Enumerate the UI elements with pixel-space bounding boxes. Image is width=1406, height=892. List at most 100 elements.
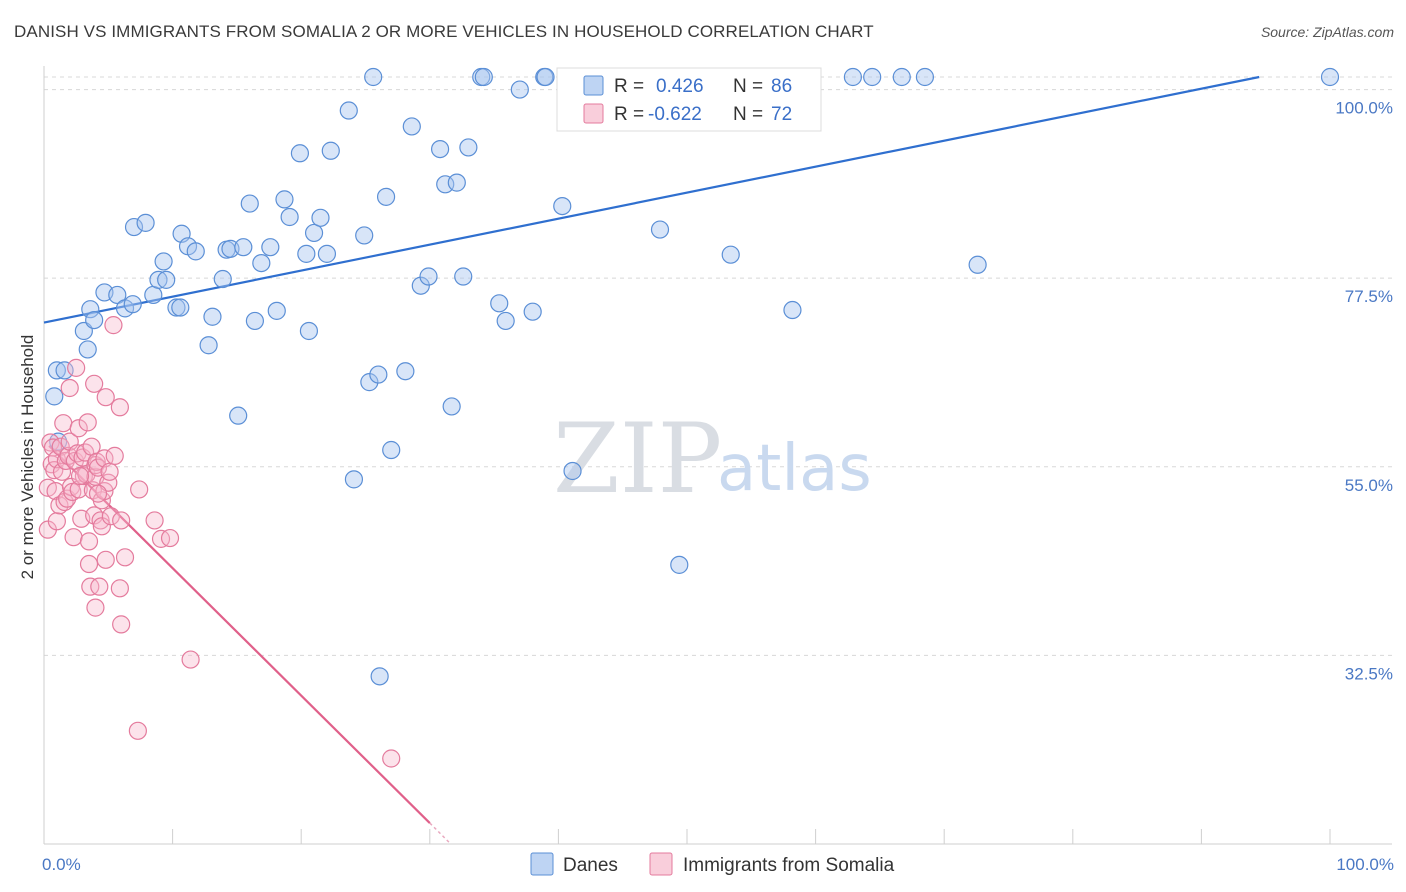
danes-point-41: [311, 208, 330, 227]
danes-point-1: [47, 361, 66, 380]
somalia-point-46: [91, 511, 110, 530]
somalia-point-21: [64, 528, 83, 547]
somalia-point-57: [105, 446, 124, 465]
danes-point-81: [915, 67, 935, 87]
somalia-trend-extension: [429, 822, 450, 843]
axes: [43, 66, 1392, 845]
danes-point-29: [234, 238, 253, 257]
somalia-point-11: [52, 462, 72, 481]
data-points: [38, 67, 1340, 768]
somalia-point-71: [70, 466, 90, 486]
danes-point-58: [442, 397, 461, 416]
x-tick-min: 0.0%: [42, 855, 81, 874]
danes-point-64: [490, 294, 509, 313]
danes-point-9: [108, 285, 127, 305]
danes-point-28: [229, 406, 248, 425]
y-tick-labels: 32.5% 55.0% 77.5% 100.0%: [1335, 99, 1393, 684]
y-tick-label-1: 55.0%: [1345, 476, 1393, 495]
danes-point-34: [267, 301, 286, 320]
y-tick-label-0: 32.5%: [1345, 664, 1393, 683]
legend-r-label-somalia: R =: [614, 104, 644, 125]
danes-point-32: [252, 253, 271, 273]
danes-point-19: [171, 298, 190, 317]
danes-point-16: [154, 252, 173, 271]
trend-lines: [43, 75, 1260, 843]
danes-point-53: [402, 117, 421, 136]
danes-point-51: [382, 440, 401, 460]
danes-point-57: [436, 175, 455, 194]
danes-point-15: [149, 270, 168, 289]
somalia-point-33: [79, 554, 99, 574]
legend-n-value-danes: 86: [771, 76, 792, 97]
danes-point-2: [55, 361, 74, 380]
series-danes: [45, 67, 1340, 686]
watermark: ZIP atlas: [553, 403, 872, 515]
danes-point-13: [136, 213, 155, 232]
danes-point-30: [240, 194, 259, 213]
somalia-point-7: [47, 512, 66, 531]
danes-point-84: [370, 667, 389, 686]
legend-n-label-somalia: N =: [733, 104, 763, 125]
somalia-point-34: [79, 532, 99, 551]
danes-trend-line: [43, 75, 1260, 324]
somalia-point-2: [41, 433, 60, 452]
somalia-point-60: [112, 615, 131, 634]
danes-point-54: [411, 276, 430, 295]
danes-point-52: [396, 362, 415, 381]
chart-title: DANISH VS IMMIGRANTS FROM SOMALIA 2 OR M…: [14, 22, 874, 41]
danes-point-76: [721, 245, 740, 264]
somalia-point-58: [110, 398, 129, 417]
danes-point-70: [553, 196, 572, 216]
danes-swatch: [583, 75, 604, 96]
danes-point-31: [245, 311, 265, 331]
stats-legend: R = 0.426 N = 86 R = -0.622 N = 72: [556, 67, 822, 132]
gridlines: [44, 76, 1392, 656]
legend-n-value-somalia: 72: [771, 104, 792, 125]
somalia-point-10: [51, 437, 70, 456]
somalia-point-68: [128, 721, 147, 740]
danes-point-36: [280, 207, 299, 227]
y-tick-label-2: 77.5%: [1345, 287, 1393, 306]
danes-point-42: [317, 244, 337, 263]
danes-point-35: [275, 190, 294, 209]
somalia-point-23: [67, 358, 86, 377]
danes-point-33: [261, 238, 280, 257]
danes-point-18: [167, 298, 186, 317]
danes-point-40: [304, 223, 324, 243]
source-label: Source: ZipAtlas.com: [1260, 24, 1394, 40]
danes-point-61: [459, 138, 478, 157]
y-axis-title: 2 or more Vehicles in Household: [18, 335, 37, 580]
danes-point-39: [299, 321, 319, 341]
danes-point-74: [670, 555, 689, 574]
danes-point-12: [124, 217, 144, 237]
danes-point-11: [123, 295, 142, 314]
x-tick-max: 100.0%: [1336, 855, 1394, 874]
bottom-legend-danes-swatch: [530, 852, 554, 876]
somalia-point-59: [110, 579, 129, 598]
danes-point-66: [510, 80, 529, 99]
danes-point-65: [496, 311, 515, 331]
danes-point-49: [369, 365, 388, 384]
legend-r-label-danes: R =: [614, 76, 644, 97]
somalia-point-64: [145, 511, 164, 530]
danes-point-44: [339, 101, 358, 120]
somalia-point-69: [88, 484, 108, 503]
danes-point-60: [454, 267, 473, 286]
bottom-legend-somalia-swatch: [649, 852, 673, 876]
danes-point-38: [297, 244, 316, 263]
danes-point-69: [536, 67, 555, 87]
danes-point-24: [203, 307, 222, 326]
bottom-legend: Danes Immigrants from Somalia: [530, 852, 895, 876]
somalia-point-52: [96, 550, 115, 569]
danes-point-78: [843, 67, 862, 87]
bottom-legend-danes-label: Danes: [563, 855, 618, 876]
series-somalia: [38, 316, 401, 768]
legend-r-value-somalia: -0.622: [648, 104, 702, 125]
danes-point-83: [1320, 67, 1340, 87]
legend-n-label-danes: N =: [733, 76, 763, 97]
somalia-point-12: [54, 414, 73, 433]
danes-point-37: [290, 144, 310, 163]
danes-point-59: [447, 173, 466, 192]
danes-point-46: [355, 226, 374, 245]
